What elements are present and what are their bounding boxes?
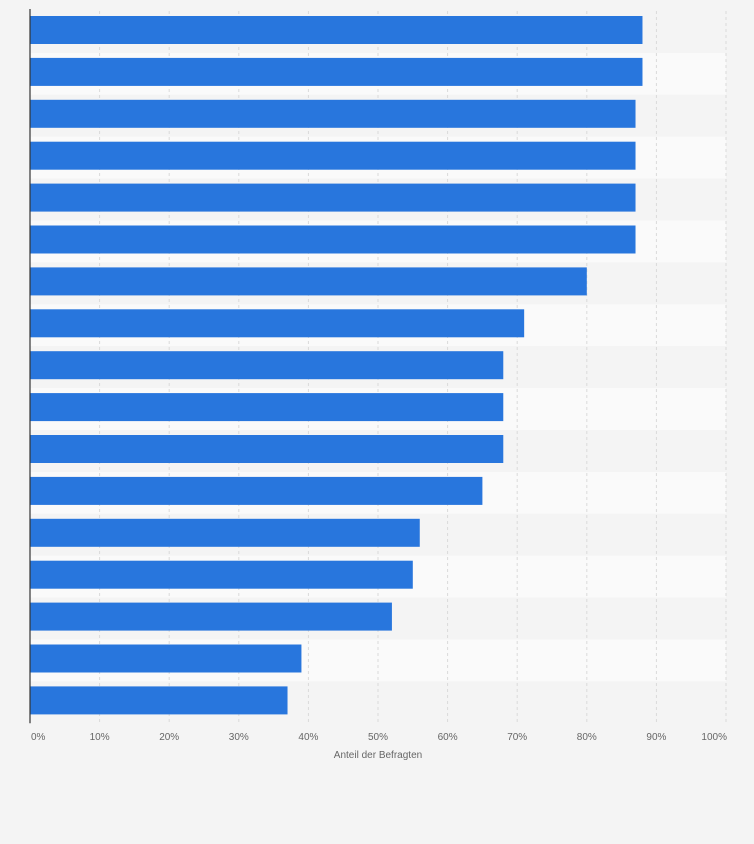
bar — [30, 183, 636, 212]
x-axis-label: Anteil der Befragten — [334, 750, 422, 761]
bar — [30, 99, 636, 128]
bar — [30, 644, 302, 673]
bar — [30, 518, 420, 547]
bar — [30, 309, 525, 338]
x-tick-label: 100% — [701, 732, 727, 743]
bar — [30, 686, 288, 715]
bar — [30, 351, 504, 380]
x-tick-label: 30% — [229, 732, 249, 743]
bar — [30, 267, 587, 296]
bar — [30, 435, 504, 463]
bar — [30, 560, 413, 589]
bar — [30, 57, 643, 86]
x-tick-label: 70% — [507, 732, 527, 743]
x-tick-label: 20% — [159, 732, 179, 743]
bar — [30, 225, 636, 254]
bar — [30, 393, 504, 422]
x-tick-label: 0% — [31, 732, 46, 743]
x-tick-labels: 0% 10% 20% 30% 40% 50% 60% 70% 80% 90% 100% — [31, 732, 727, 743]
x-tick-label: 90% — [646, 732, 666, 743]
bar — [30, 476, 483, 505]
bars — [30, 16, 643, 715]
x-tick-label: 10% — [90, 732, 110, 743]
x-tick-label: 60% — [438, 732, 458, 743]
x-tick-label: 50% — [368, 732, 388, 743]
bar — [30, 16, 643, 44]
bar — [30, 141, 636, 170]
x-tick-label: 80% — [577, 732, 597, 743]
x-tick-label: 40% — [298, 732, 318, 743]
bar — [30, 602, 392, 631]
